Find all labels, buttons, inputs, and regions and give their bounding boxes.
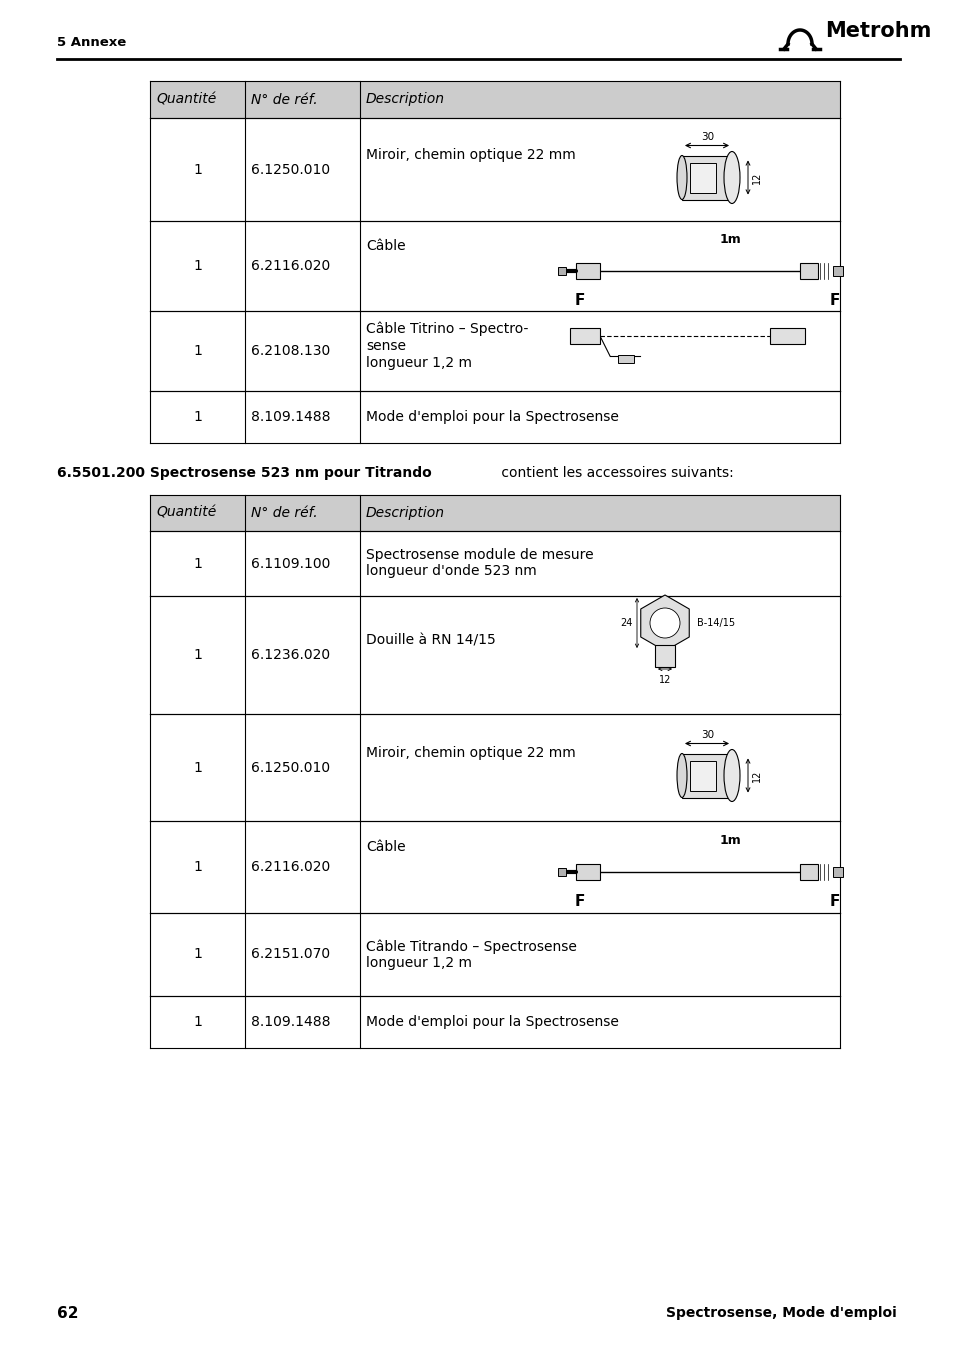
Text: 6.1109.100: 6.1109.100 (251, 557, 330, 570)
Text: Quantité: Quantité (156, 92, 216, 107)
Bar (655, 644, 675, 667)
Polygon shape (640, 594, 688, 651)
Text: Câble Titrando – Spectrosense: Câble Titrando – Spectrosense (366, 939, 577, 954)
Text: 1: 1 (193, 861, 202, 874)
Text: longueur 1,2 m: longueur 1,2 m (366, 955, 472, 970)
Text: 6.1250.010: 6.1250.010 (251, 162, 330, 177)
Text: Miroir, chemin optique 22 mm: Miroir, chemin optique 22 mm (366, 746, 576, 759)
Bar (800, 865, 817, 880)
Bar (689, 761, 716, 790)
Text: 1: 1 (193, 557, 202, 570)
Text: 12: 12 (659, 676, 671, 685)
Text: 5 Annexe: 5 Annexe (57, 36, 126, 49)
Text: longueur 1,2 m: longueur 1,2 m (366, 357, 472, 370)
Text: 6.2116.020: 6.2116.020 (251, 861, 330, 874)
Text: 1: 1 (193, 1015, 202, 1029)
Bar (618, 355, 634, 363)
Bar (681, 754, 731, 797)
Bar (769, 328, 804, 345)
Text: 62: 62 (57, 1305, 78, 1320)
Text: 1: 1 (193, 648, 202, 662)
Text: Douille à RN 14/15: Douille à RN 14/15 (366, 634, 496, 647)
Text: 12: 12 (751, 769, 761, 782)
Text: Mode d'emploi pour la Spectrosense: Mode d'emploi pour la Spectrosense (366, 1015, 618, 1029)
Text: 1: 1 (193, 259, 202, 273)
Text: 8.109.1488: 8.109.1488 (251, 409, 330, 424)
Bar (832, 867, 842, 877)
Text: Miroir, chemin optique 22 mm: Miroir, chemin optique 22 mm (366, 147, 576, 162)
Ellipse shape (677, 155, 686, 200)
Text: Description: Description (366, 92, 444, 107)
Bar (681, 155, 731, 200)
Text: 1m: 1m (719, 232, 740, 246)
Bar (832, 266, 842, 276)
Bar (150, 81, 840, 118)
Text: Câble Titrino – Spectro-: Câble Titrino – Spectro- (366, 322, 528, 336)
Text: contient les accessoires suivants:: contient les accessoires suivants: (497, 466, 733, 480)
Text: sense: sense (366, 339, 406, 353)
Text: 6.5501.200 Spectrosense 523 nm pour Titrando: 6.5501.200 Spectrosense 523 nm pour Titr… (57, 466, 432, 480)
Text: 1: 1 (193, 947, 202, 962)
Text: Metrohm: Metrohm (824, 22, 930, 41)
Text: 24: 24 (620, 617, 633, 628)
Text: Câble: Câble (366, 840, 405, 854)
Text: Spectrosense, Mode d'emploi: Spectrosense, Mode d'emploi (665, 1306, 896, 1320)
Text: Spectrosense module de mesure: Spectrosense module de mesure (366, 549, 593, 562)
Bar (558, 267, 565, 276)
Text: Mode d'emploi pour la Spectrosense: Mode d'emploi pour la Spectrosense (366, 409, 618, 424)
Text: N° de réf.: N° de réf. (251, 507, 317, 520)
Text: 1: 1 (193, 345, 202, 358)
Text: 1: 1 (193, 409, 202, 424)
Ellipse shape (677, 754, 686, 797)
Text: 6.2151.070: 6.2151.070 (251, 947, 330, 962)
Text: F: F (829, 894, 840, 909)
Ellipse shape (723, 750, 740, 801)
Text: 6.2108.130: 6.2108.130 (251, 345, 330, 358)
Bar (800, 263, 817, 280)
Text: 6.2116.020: 6.2116.020 (251, 259, 330, 273)
Bar (689, 162, 716, 192)
Text: F: F (575, 894, 584, 909)
Bar (576, 865, 599, 880)
Text: 8.109.1488: 8.109.1488 (251, 1015, 330, 1029)
Bar (558, 867, 565, 875)
Text: Câble: Câble (366, 239, 405, 253)
Text: B-14/15: B-14/15 (697, 617, 735, 628)
Text: F: F (829, 293, 840, 308)
Text: N° de réf.: N° de réf. (251, 92, 317, 107)
Text: 30: 30 (700, 730, 714, 739)
Text: 1: 1 (193, 761, 202, 774)
Text: 6.1250.010: 6.1250.010 (251, 761, 330, 774)
Ellipse shape (723, 151, 740, 204)
Text: Description: Description (366, 507, 444, 520)
Text: F: F (575, 293, 584, 308)
Text: 30: 30 (700, 131, 714, 142)
Text: 6.1236.020: 6.1236.020 (251, 648, 330, 662)
Text: 1: 1 (193, 162, 202, 177)
Text: longueur d'onde 523 nm: longueur d'onde 523 nm (366, 565, 537, 578)
Bar (576, 263, 599, 280)
Bar (569, 328, 599, 345)
Text: 1m: 1m (719, 834, 740, 847)
Ellipse shape (649, 608, 679, 638)
Text: 12: 12 (751, 172, 761, 184)
Text: Quantité: Quantité (156, 507, 216, 520)
Bar (150, 494, 840, 531)
